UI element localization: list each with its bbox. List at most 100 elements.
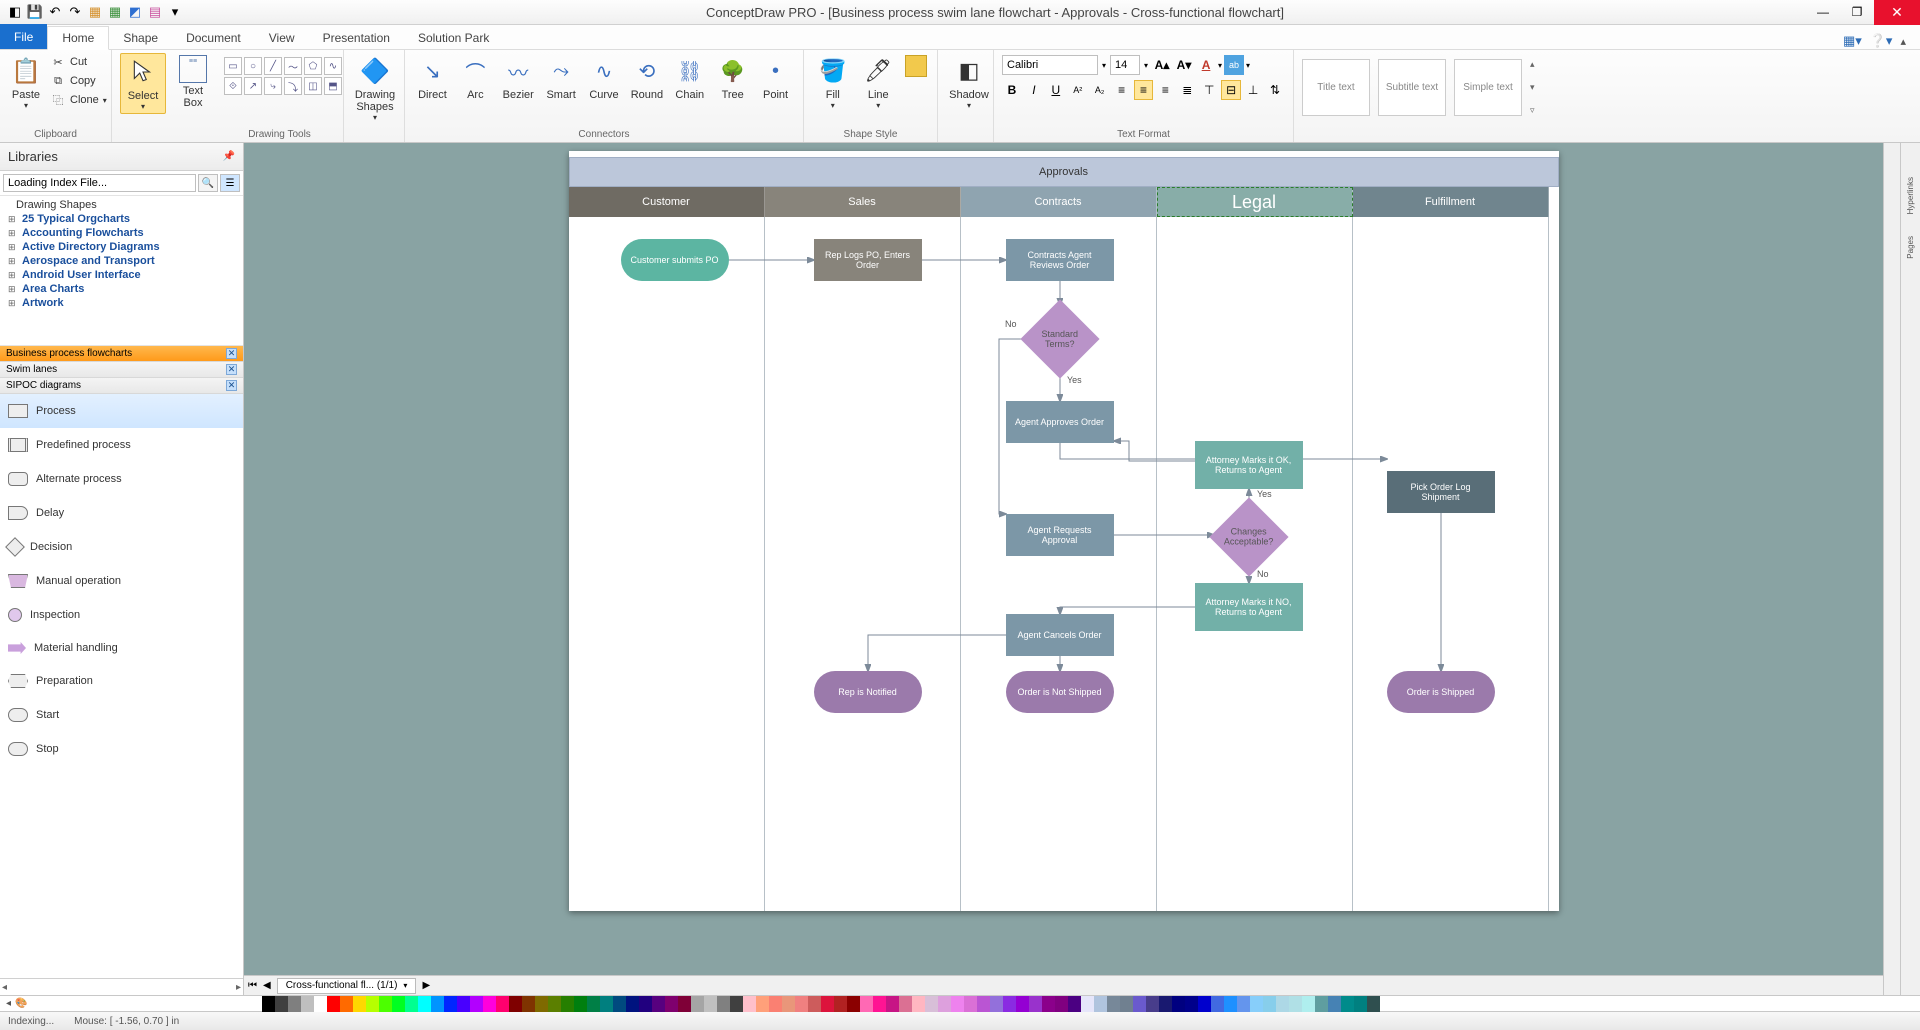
- color-swatch[interactable]: [1224, 996, 1237, 1012]
- color-swatch[interactable]: [301, 996, 314, 1012]
- color-swatch[interactable]: [886, 996, 899, 1012]
- color-swatch[interactable]: [1094, 996, 1107, 1012]
- color-swatch[interactable]: [912, 996, 925, 1012]
- file-tab[interactable]: File: [0, 24, 47, 49]
- color-swatch[interactable]: [665, 996, 678, 1012]
- collapse-ribbon-icon[interactable]: ▴: [1900, 35, 1906, 48]
- close-icon[interactable]: ✕: [226, 348, 237, 359]
- lib-tree-item[interactable]: Artwork: [4, 296, 239, 310]
- lib-tree-item[interactable]: Android User Interface: [4, 268, 239, 282]
- lane-header[interactable]: Fulfillment: [1353, 187, 1549, 217]
- theme-button[interactable]: [903, 53, 929, 81]
- color-swatch[interactable]: [340, 996, 353, 1012]
- colorbar-picker-icon[interactable]: 🎨: [15, 998, 27, 1009]
- fc-node-process[interactable]: Pick Order Log Shipment: [1387, 471, 1495, 513]
- color-swatch[interactable]: [925, 996, 938, 1012]
- styles-up[interactable]: ▴: [1530, 59, 1535, 70]
- color-swatch[interactable]: [1315, 996, 1328, 1012]
- color-swatch[interactable]: [1237, 996, 1250, 1012]
- color-swatch[interactable]: [834, 996, 847, 1012]
- lib-shape-item[interactable]: Manual operation: [0, 564, 243, 598]
- swimlane-title[interactable]: Approvals: [569, 157, 1559, 187]
- panel-pin-icon[interactable]: 📌: [223, 151, 235, 162]
- dtool-rect[interactable]: ▭: [224, 57, 242, 75]
- color-swatch[interactable]: [1016, 996, 1029, 1012]
- color-swatch[interactable]: [1185, 996, 1198, 1012]
- lib-tree-item[interactable]: Aerospace and Transport: [4, 254, 239, 268]
- page-nav-next[interactable]: ▶: [422, 980, 430, 991]
- lane-header[interactable]: Sales: [765, 187, 961, 217]
- tab-view[interactable]: View: [255, 27, 309, 49]
- color-swatch[interactable]: [743, 996, 756, 1012]
- fc-node-process[interactable]: Agent Approves Order: [1006, 401, 1114, 443]
- fc-node-process[interactable]: Agent Cancels Order: [1006, 614, 1114, 656]
- fc-node-process[interactable]: Attorney Marks it OK, Returns to Agent: [1195, 441, 1303, 489]
- color-swatch[interactable]: [977, 996, 990, 1012]
- align-justify-button[interactable]: ≣: [1177, 80, 1197, 100]
- help-icon[interactable]: ❔▾: [1870, 33, 1893, 49]
- bold-button[interactable]: B: [1002, 80, 1022, 100]
- qat-icon-1[interactable]: ▦: [86, 3, 104, 21]
- color-swatch[interactable]: [483, 996, 496, 1012]
- color-swatch[interactable]: [288, 996, 301, 1012]
- tab-shape[interactable]: Shape: [109, 27, 172, 49]
- color-swatch[interactable]: [275, 996, 288, 1012]
- connector-tree[interactable]: 🌳Tree: [713, 53, 752, 103]
- color-swatch[interactable]: [652, 996, 665, 1012]
- lib-shape-item[interactable]: Predefined process: [0, 428, 243, 462]
- dtool-line[interactable]: ╱: [264, 57, 282, 75]
- color-swatch[interactable]: [782, 996, 795, 1012]
- font-family-select[interactable]: [1002, 55, 1098, 75]
- lib-shape-item[interactable]: Process: [0, 394, 243, 428]
- lib-shape-item[interactable]: Decision: [0, 530, 243, 564]
- color-swatch[interactable]: [704, 996, 717, 1012]
- color-swatch[interactable]: [444, 996, 457, 1012]
- textbox-button[interactable]: ≡≡ Text Box: [170, 53, 216, 111]
- lib-tree-item[interactable]: Drawing Shapes: [4, 198, 239, 212]
- color-swatch[interactable]: [808, 996, 821, 1012]
- color-swatch[interactable]: [1042, 996, 1055, 1012]
- styles-down[interactable]: ▾: [1530, 82, 1535, 93]
- color-swatch[interactable]: [496, 996, 509, 1012]
- color-swatch[interactable]: [730, 996, 743, 1012]
- connector-round[interactable]: ⟲Round: [627, 53, 666, 103]
- lib-shape-item[interactable]: Inspection: [0, 598, 243, 632]
- connector-smart[interactable]: ⤳Smart: [542, 53, 581, 103]
- lib-tree-item[interactable]: Accounting Flowcharts: [4, 226, 239, 240]
- lib-tree-item[interactable]: Active Directory Diagrams: [4, 240, 239, 254]
- color-swatch[interactable]: [1263, 996, 1276, 1012]
- page-nav-first[interactable]: ⏮: [248, 980, 257, 991]
- color-swatch[interactable]: [548, 996, 561, 1012]
- color-swatch[interactable]: [1146, 996, 1159, 1012]
- color-swatch[interactable]: [431, 996, 444, 1012]
- color-swatch[interactable]: [613, 996, 626, 1012]
- drawing-shapes-button[interactable]: 🔷 Drawing Shapes ▾: [352, 53, 398, 124]
- copy-button[interactable]: ⧉Copy: [48, 72, 109, 90]
- subscript-button[interactable]: A₂: [1090, 80, 1110, 100]
- color-swatch[interactable]: [1159, 996, 1172, 1012]
- align-left-button[interactable]: ≡: [1112, 80, 1132, 100]
- fc-node-terminator[interactable]: Customer submits PO: [621, 239, 729, 281]
- close-icon[interactable]: ✕: [226, 380, 237, 391]
- color-swatch[interactable]: [717, 996, 730, 1012]
- tab-presentation[interactable]: Presentation: [309, 27, 404, 49]
- fc-node-process[interactable]: Contracts Agent Reviews Order: [1006, 239, 1114, 281]
- connector-chain[interactable]: ⛓Chain: [670, 53, 709, 103]
- qat-icon-5[interactable]: ▾: [166, 3, 184, 21]
- lib-tree-item[interactable]: 25 Typical Orgcharts: [4, 212, 239, 226]
- color-swatch[interactable]: [366, 996, 379, 1012]
- lib-shape-item[interactable]: Start: [0, 698, 243, 732]
- cut-button[interactable]: ✂Cut: [48, 53, 109, 71]
- text-dir-button[interactable]: ⇅: [1265, 80, 1285, 100]
- underline-button[interactable]: U: [1046, 80, 1066, 100]
- color-swatch[interactable]: [574, 996, 587, 1012]
- color-swatch[interactable]: [353, 996, 366, 1012]
- dtool-poly[interactable]: ⬠: [304, 57, 322, 75]
- color-swatch[interactable]: [847, 996, 860, 1012]
- superscript-button[interactable]: A²: [1068, 80, 1088, 100]
- dtool-10[interactable]: ⤵: [284, 77, 302, 95]
- valign-bot-button[interactable]: ⊥: [1243, 80, 1263, 100]
- fc-node-terminator[interactable]: Rep is Notified: [814, 671, 922, 713]
- save-icon[interactable]: 💾: [26, 3, 44, 21]
- tab-solution-park[interactable]: Solution Park: [404, 27, 503, 49]
